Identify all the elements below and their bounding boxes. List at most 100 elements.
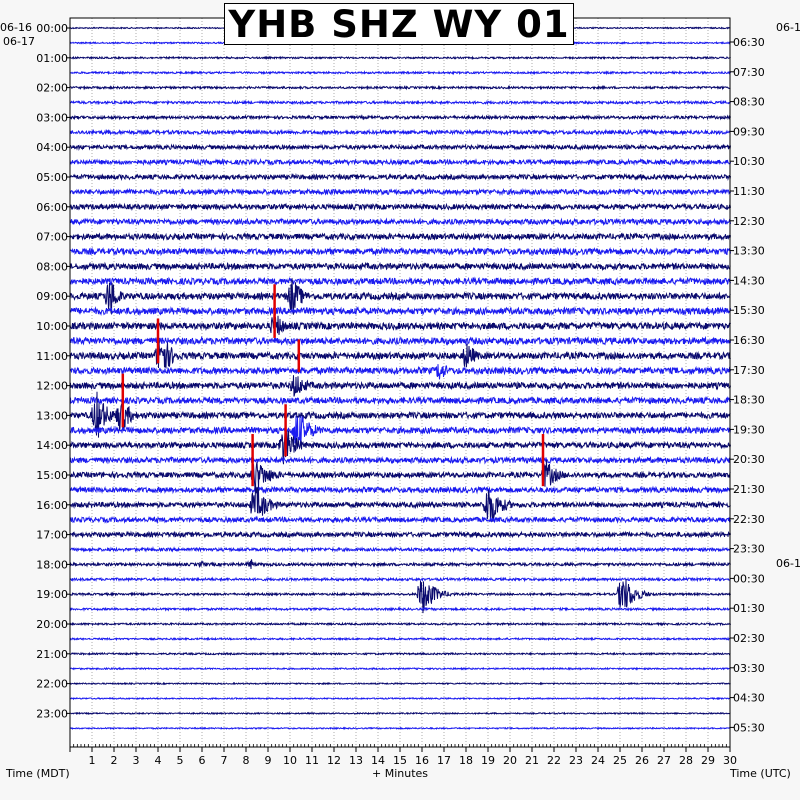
seismogram-trace [69,157,731,167]
right-hour-label: 02:30 [733,632,765,645]
x-tick-label: 12 [327,754,341,767]
seismogram-trace [69,666,731,671]
seismogram-trace [69,559,731,570]
left-hour-label: 17:00 [36,529,68,542]
right-axis-label: Time (UTC) [730,767,791,780]
seismogram-trace [69,84,731,91]
right-hour-label: 05:30 [733,721,765,734]
left-hour-label: 21:00 [36,648,68,661]
seismogram-trace [69,430,731,465]
right-hour-label: 19:30 [733,423,765,436]
x-axis-label: + Minutes [372,767,429,780]
left-hour-label: 05:00 [36,171,68,184]
seismogram-trace [69,278,731,316]
left-hour-label: 14:00 [36,439,68,452]
left-hour-label: 20:00 [36,618,68,631]
left-hour-label: 07:00 [36,231,68,244]
right-hour-label: 01:30 [733,602,765,615]
right-hour-label: 10:30 [733,155,765,168]
seismogram-trace [69,636,731,642]
left-hour-label: 19:00 [36,588,68,601]
right-hour-label: 16:30 [733,334,765,347]
right-date-label-current: 06-17 [776,21,800,34]
x-tick-label: 5 [177,754,184,767]
seismogram-trace [69,606,731,612]
seismogram-trace [69,313,731,336]
seismogram-trace [69,530,731,539]
seismogram-trace [69,70,731,76]
seismogram-trace [69,276,731,287]
right-hour-label: 06:30 [733,36,765,49]
right-hour-label: 09:30 [733,125,765,138]
seismogram-trace [69,187,731,197]
left-hour-label: 18:00 [36,558,68,571]
seismogram-trace [69,483,731,522]
left-hour-label: 01:00 [36,52,68,65]
right-hour-label: 18:30 [733,394,765,407]
seismogram-trace [69,55,731,61]
x-tick-label: 24 [591,754,605,767]
left-hour-label: 23:00 [36,707,68,720]
seismogram-trace [69,515,731,525]
chart-title: YHB SHZ WY 01 [228,2,570,46]
x-tick-label: 17 [437,754,451,767]
right-hour-label: 23:30 [733,543,765,556]
seismogram-trace [69,246,731,257]
right-hour-label: 22:30 [733,513,765,526]
left-hour-label: 02:00 [36,82,68,95]
right-hour-label: 17:30 [733,364,765,377]
x-tick-label: 10 [283,754,297,767]
x-tick-label: 16 [415,754,429,767]
right-hour-label: 07:30 [733,66,765,79]
right-hour-label: 20:30 [733,453,765,466]
seismogram-trace [69,546,731,553]
seismogram-trace [69,335,731,346]
left-axis-label: Time (MDT) [6,767,70,780]
seismogram-trace [69,651,731,657]
x-tick-label: 21 [525,754,539,767]
left-hour-label: 16:00 [36,499,68,512]
seismogram-trace [69,375,731,397]
seismogram-trace [69,231,731,242]
seismogram-trace [70,621,731,627]
right-hour-label: 00:30 [733,572,765,585]
right-hour-label: 11:30 [733,185,765,198]
seismogram-trace [69,485,731,495]
left-hour-label: 10:00 [36,320,68,333]
seismogram-trace [69,339,731,369]
x-tick-label: 7 [221,754,228,767]
seismogram-trace [69,455,731,465]
left-hour-label: 11:00 [36,350,68,363]
right-hour-label: 03:30 [733,662,765,675]
seismogram-trace [69,172,731,182]
left-hour-label: 22:00 [36,678,68,691]
x-tick-label: 15 [393,754,407,767]
right-hour-label: 15:30 [733,304,765,317]
right-hour-label: 14:30 [733,274,765,287]
left-hour-label: 00:00 [36,22,68,35]
seismogram-trace [69,128,731,137]
seismogram-trace [69,261,731,272]
seismogram-trace [69,391,731,438]
chart-title-box: YHB SHZ WY 01 [224,2,574,46]
left-date-label-current: 06-17 [3,35,35,48]
left-hour-label: 09:00 [36,290,68,303]
x-tick-label: 8 [243,754,250,767]
seismogram-trace [69,364,731,380]
right-date-label-next: 06-1 [776,557,800,570]
left-hour-label: 04:00 [36,141,68,154]
x-tick-label: 4 [155,754,162,767]
x-tick-label: 1 [89,754,96,767]
x-tick-label: 25 [613,754,627,767]
right-hour-label: 13:30 [733,245,765,258]
x-tick-label: 2 [111,754,118,767]
x-tick-label: 18 [459,754,473,767]
seismogram-trace [70,726,731,731]
seismogram-trace [69,460,731,490]
x-tick-label: 20 [503,754,517,767]
right-hour-label: 08:30 [733,96,765,109]
x-tick-label: 28 [679,754,693,767]
x-tick-label: 13 [349,754,363,767]
seismogram-trace [69,579,731,614]
left-hour-label: 13:00 [36,409,68,422]
